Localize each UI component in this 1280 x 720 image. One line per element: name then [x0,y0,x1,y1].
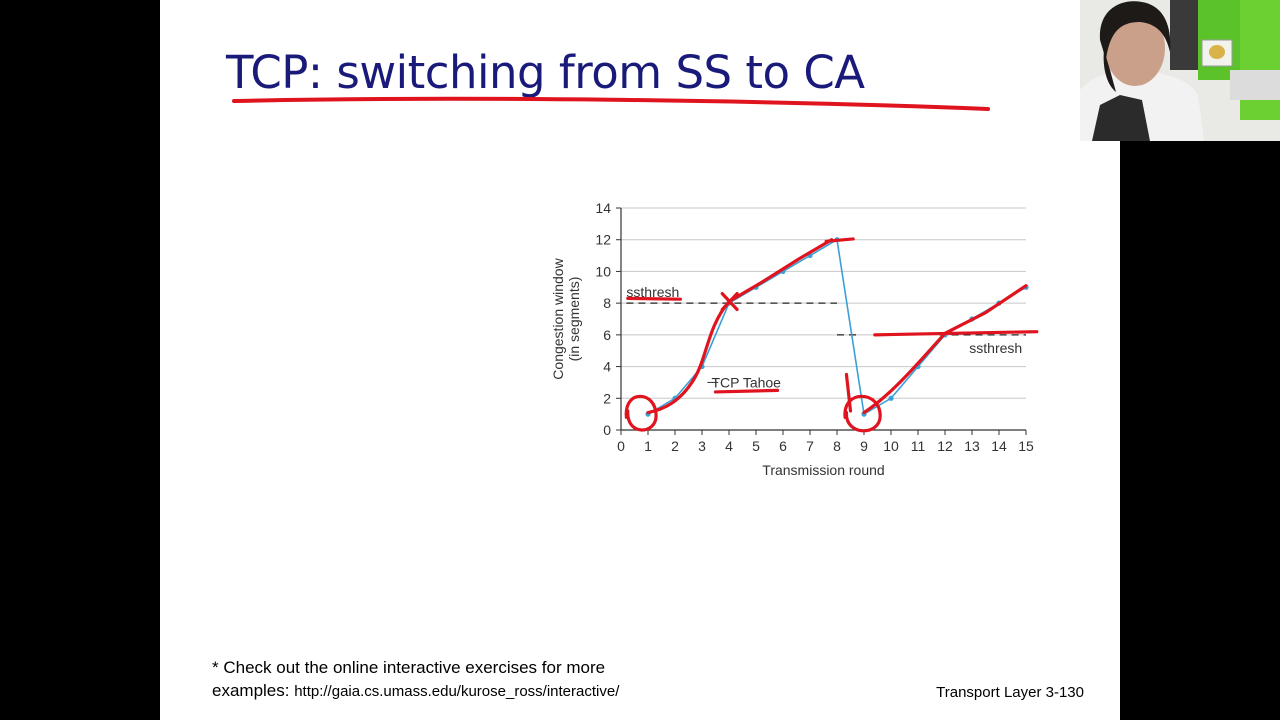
x-tick-label: 3 [698,438,706,454]
footnote-prefix: examples: [212,681,295,700]
ink-tahoe-underline [713,388,780,394]
x-tick-label: 15 [1018,438,1034,454]
ssthresh-label-1: ssthresh [626,284,679,300]
series-line-tcp-tahoe [647,238,1027,416]
y-tick-label: 0 [603,422,611,438]
ink-ssthresh-underline [626,296,682,301]
footnote: * Check out the online interactive exerc… [212,656,619,703]
page-label: Transport Layer 3-130 [936,684,1084,701]
ink-drop-tick [844,372,853,413]
y-tick-label: 10 [595,263,611,279]
x-tick-label: 9 [860,438,868,454]
x-tick-label: 5 [752,438,760,454]
x-axis-label: Transmission round [762,462,884,478]
x-tick-label: 10 [883,438,899,454]
x-tick-label: 12 [937,438,953,454]
ink-circle-1 [624,394,658,432]
x-tick-label: 6 [779,438,787,454]
x-tick-label: 2 [671,438,679,454]
footnote-line1: * Check out the online interactive exerc… [212,658,606,677]
y-axis-label-units: (in segments) [566,277,582,362]
ink-peak-mark [824,237,855,243]
y-tick-label: 4 [603,359,611,375]
y-tick-label: 14 [595,200,611,216]
ink-x-mark [720,292,739,312]
ssthresh-label-2: ssthresh [969,340,1022,356]
x-tick-label: 0 [617,438,625,454]
y-tick-label: 12 [595,232,611,248]
y-tick-label: 8 [603,295,611,311]
data-point [888,395,894,401]
webcam-video [1080,0,1280,141]
y-tick-label: 2 [603,390,611,406]
ink-ssthresh-line-2 [873,330,1039,337]
x-tick-label: 8 [833,438,841,454]
footnote-url[interactable]: http://gaia.cs.umass.edu/kurose_ross/int… [294,683,620,700]
slide-title: TCP: switching from SS to CA [226,46,865,99]
x-tick-label: 1 [644,438,652,454]
x-tick-label: 14 [991,438,1007,454]
x-tick-label: 7 [806,438,814,454]
slide: TCP: switching from SS to CA 0 2 4 6 8 10 12 14… [160,0,1120,720]
x-tick-label: 4 [725,438,733,454]
y-tick-label: 6 [603,327,611,343]
x-tick-label: 11 [911,438,926,454]
x-tick-label: 13 [964,438,980,454]
y-axis-label: Congestion window [550,257,566,379]
series-label-tcp-tahoe: TCP Tahoe [711,374,781,390]
